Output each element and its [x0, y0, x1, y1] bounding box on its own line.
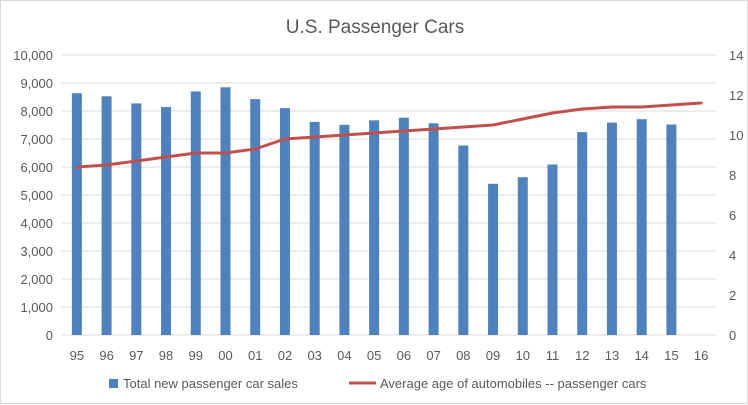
right-axis-tick-label: 2 [729, 288, 736, 303]
bar-08 [458, 145, 469, 335]
legend-label-age: Average age of automobiles -- passenger … [380, 376, 647, 391]
x-axis-tick-label: 06 [397, 348, 411, 363]
line-point-15 [669, 103, 673, 107]
left-axis-tick-label: 6,000 [20, 160, 53, 175]
bar-06 [398, 117, 409, 335]
line-point-98 [164, 155, 168, 159]
right-axis-tick-label: 4 [729, 248, 736, 263]
bar-96 [101, 96, 112, 335]
right-axis-tick-label: 8 [729, 168, 736, 183]
line-point-96 [105, 163, 109, 167]
x-axis-tick-label: 09 [486, 348, 500, 363]
x-axis-tick-label: 08 [456, 348, 470, 363]
right-axis-tick-label: 10 [729, 128, 743, 143]
left-axis-tick-label: 10,000 [13, 48, 53, 63]
left-axis-tick-label: 0 [46, 328, 53, 343]
x-axis-tick-label: 97 [129, 348, 143, 363]
x-axis-tick-label: 15 [664, 348, 678, 363]
x-axis-tick-label: 12 [575, 348, 589, 363]
bar-01 [250, 99, 261, 335]
line-point-07 [432, 127, 436, 131]
x-axis-tick-label: 05 [367, 348, 381, 363]
x-axis-tick-label: 03 [307, 348, 321, 363]
bar-12 [577, 132, 588, 335]
legend-label-sales: Total new passenger car sales [123, 376, 298, 391]
bar-04 [339, 124, 350, 335]
bar-00 [220, 87, 231, 335]
x-axis-tick-label: 04 [337, 348, 351, 363]
x-axis-tick-label: 07 [426, 348, 440, 363]
legend-swatch-sales [109, 379, 118, 388]
left-axis-tick-label: 8,000 [20, 104, 53, 119]
bar-05 [369, 120, 380, 335]
line-point-08 [461, 125, 465, 129]
line-point-10 [521, 117, 525, 121]
x-axis-tick-label: 10 [516, 348, 530, 363]
x-axis-tick-label: 13 [605, 348, 619, 363]
line-point-95 [75, 165, 79, 169]
x-axis-tick-label: 00 [218, 348, 232, 363]
line-point-06 [402, 129, 406, 133]
line-point-03 [313, 135, 317, 139]
line-point-13 [610, 105, 614, 109]
line-point-12 [580, 107, 584, 111]
bar-07 [428, 123, 439, 335]
x-axis-tick-label: 02 [278, 348, 292, 363]
left-axis-tick-label: 3,000 [20, 244, 53, 259]
right-axis-tick-label: 14 [729, 48, 743, 63]
line-point-99 [194, 151, 198, 155]
x-axis-tick-label: 01 [248, 348, 262, 363]
bar-98 [161, 107, 172, 335]
x-axis-tick-label: 14 [634, 348, 648, 363]
left-axis-tick-label: 2,000 [20, 272, 53, 287]
bar-99 [190, 91, 201, 336]
left-axis-tick-label: 7,000 [20, 132, 53, 147]
line-point-16 [699, 101, 703, 105]
bar-95 [71, 93, 82, 335]
line-point-00 [224, 151, 227, 155]
x-axis-tick-label: 11 [546, 348, 560, 363]
bar-13 [606, 122, 617, 335]
line-point-05 [372, 131, 376, 135]
line-point-97 [134, 159, 138, 163]
x-axis-tick-label: 99 [189, 348, 203, 363]
line-point-11 [551, 111, 554, 115]
bar-11 [547, 164, 558, 335]
line-point-01 [253, 147, 257, 151]
left-axis-tick-label: 4,000 [20, 216, 53, 231]
chart-title: U.S. Passenger Cars [286, 17, 464, 38]
left-axis-tick-label: 9,000 [20, 76, 53, 91]
left-axis-tick-label: 1,000 [20, 300, 53, 315]
bar-15 [666, 124, 677, 335]
right-axis-tick-label: 12 [729, 88, 743, 103]
line-point-04 [342, 133, 346, 137]
line-point-09 [491, 123, 495, 127]
right-axis-tick-label: 0 [729, 328, 736, 343]
x-axis-tick-label: 98 [159, 348, 173, 363]
left-axis-tick-label: 5,000 [20, 188, 53, 203]
average-age-line [76, 101, 702, 169]
line-point-02 [283, 137, 287, 141]
x-axis-tick-label: 95 [70, 348, 84, 363]
bar-02 [279, 108, 290, 335]
line-point-14 [640, 105, 644, 109]
bar-97 [131, 103, 142, 335]
bar-14 [636, 119, 647, 336]
bar-03 [309, 121, 320, 335]
right-axis-tick-label: 6 [729, 208, 736, 223]
x-axis-tick-label: 96 [99, 348, 113, 363]
x-axis-tick-label: 16 [694, 348, 708, 363]
bar-09 [488, 183, 499, 335]
bar-10 [517, 177, 528, 335]
